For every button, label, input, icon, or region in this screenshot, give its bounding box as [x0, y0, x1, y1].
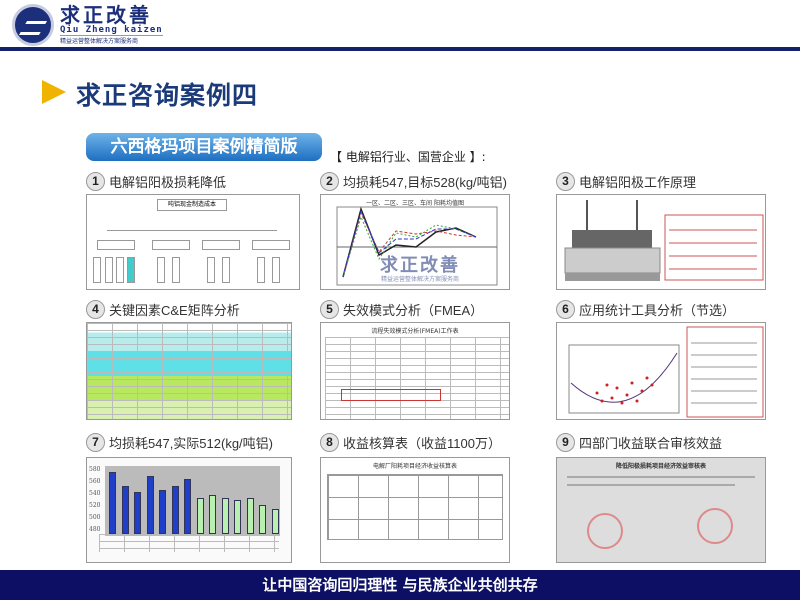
thumb-title: 吨铝现金制造成本 [157, 199, 227, 211]
org-chart-thumbnail: 吨铝现金制造成本 [86, 194, 300, 290]
scatter-plot-thumbnail [556, 322, 766, 420]
bar [121, 486, 129, 534]
bar [259, 505, 266, 534]
card-number: 2 [320, 172, 339, 191]
card-label: 应用统计工具分析（节选） [579, 303, 736, 318]
card-number: 3 [556, 172, 575, 191]
card-title-1: 1 电解铝阳极损耗降低 [86, 172, 226, 191]
bar [246, 497, 254, 534]
industry-label: 【 电解铝行业、国营企业 】: [330, 150, 486, 164]
card-label: 四部门收益联合审核效益 [579, 436, 723, 451]
axis-tick: 500 [89, 514, 101, 521]
electrolysis-diagram [564, 200, 764, 281]
card-title-5: 5 失效模式分析（FMEA） [320, 300, 483, 319]
watermark-text: 求正改善 [380, 255, 460, 276]
section-badge: 六西格玛项目案例精简版 [86, 133, 322, 161]
bar [171, 486, 179, 534]
card-title-9: 9 四部门收益联合审核效益 [556, 433, 722, 452]
bar [184, 479, 191, 534]
bar [234, 499, 241, 534]
series-line [342, 211, 477, 278]
card-title-2: 2 均损耗547,目标528(kg/吨铝) [320, 172, 507, 191]
card-number: 1 [86, 172, 105, 191]
thumb-title: 电解厂阳耗项目经济收益核算表 [372, 463, 457, 470]
watermark-sub: 精益运营整体解决方案服务商 [380, 276, 459, 283]
scatter-plot [568, 326, 764, 418]
seal-stamp [697, 508, 733, 544]
series-line [342, 215, 477, 278]
axis-tick: 560 [89, 478, 101, 485]
arrow-bullet-icon [42, 80, 66, 104]
seal-stamp [587, 513, 623, 549]
axis-tick: 480 [89, 526, 101, 533]
card-label: 均损耗547,实际512(kg/吨铝) [109, 436, 273, 451]
watermark: 求正改善 精益运营整体解决方案服务商 [380, 256, 460, 284]
thumb-title: 流程失效模式分析(FMEA)工作表 [371, 328, 459, 335]
cell-diagram-thumbnail [556, 194, 766, 290]
card-number: 7 [86, 433, 105, 452]
card-label: 收益核算表（收益1100万） [343, 436, 501, 451]
card-label: 电解铝阳极损耗降低 [109, 175, 227, 190]
card-title-8: 8 收益核算表（收益1100万） [320, 433, 501, 452]
footer-slogan: 让中国咨询回归理性 与民族企业共创共存 [0, 570, 800, 600]
card-number: 4 [86, 300, 105, 319]
slide-title: 求正咨询案例四 [76, 81, 259, 110]
card-number: 8 [320, 433, 339, 452]
bar [209, 494, 216, 534]
bar-chart-thumbnail: 580 560 540 520 500 480 [86, 457, 292, 563]
company-logo: 求正改善 Qiu Zheng kaizen 精益运营整体解决方案服务商 [12, 4, 163, 46]
card-title-6: 6 应用统计工具分析（节选） [556, 300, 735, 319]
axis-tick: 520 [89, 502, 101, 509]
line-chart [336, 206, 498, 286]
card-label: 关键因素C&E矩阵分析 [109, 303, 240, 318]
header-divider [0, 47, 800, 51]
bar [221, 497, 229, 534]
card-title-4: 4 关键因素C&E矩阵分析 [86, 300, 240, 319]
card-label: 均损耗547,目标528(kg/吨铝) [343, 175, 507, 190]
card-label: 电解铝阳极工作原理 [579, 175, 697, 190]
series-line [342, 209, 477, 278]
logo-pinyin: Qiu Zheng kaizen [60, 25, 163, 35]
bar [196, 497, 204, 534]
logo-tagline: 精益运营整体解决方案服务商 [60, 35, 163, 45]
axis-tick: 580 [89, 466, 101, 473]
benefit-table-thumbnail: 电解厂阳耗项目经济收益核算表 [320, 457, 510, 563]
audit-document-thumbnail: 降低阳极损耗项目经济效益审核表 [556, 457, 766, 563]
thumb-title: 降低阳极损耗项目经济效益审核表 [615, 463, 706, 470]
card-number: 9 [556, 433, 575, 452]
card-label: 失效模式分析（FMEA） [343, 303, 484, 318]
line-chart-thumbnail: 一区、二区、三区、车间 阳耗均值图 [320, 194, 510, 290]
card-number: 6 [556, 300, 575, 319]
bar [159, 489, 166, 534]
thumb-title: 一区、二区、三区、车间 阳耗均值图 [366, 200, 464, 207]
ce-matrix-thumbnail [86, 322, 292, 420]
card-title-7: 7 均损耗547,实际512(kg/吨铝) [86, 433, 273, 452]
axis-tick: 540 [89, 490, 101, 497]
bar [271, 508, 279, 534]
logo-emblem-icon [12, 4, 54, 46]
bar [109, 472, 116, 534]
logo-name: 求正改善 [60, 3, 152, 27]
fmea-thumbnail: 流程失效模式分析(FMEA)工作表 [320, 322, 510, 420]
bar [134, 492, 141, 534]
card-title-3: 3 电解铝阳极工作原理 [556, 172, 696, 191]
card-number: 5 [320, 300, 339, 319]
bar [146, 475, 154, 534]
